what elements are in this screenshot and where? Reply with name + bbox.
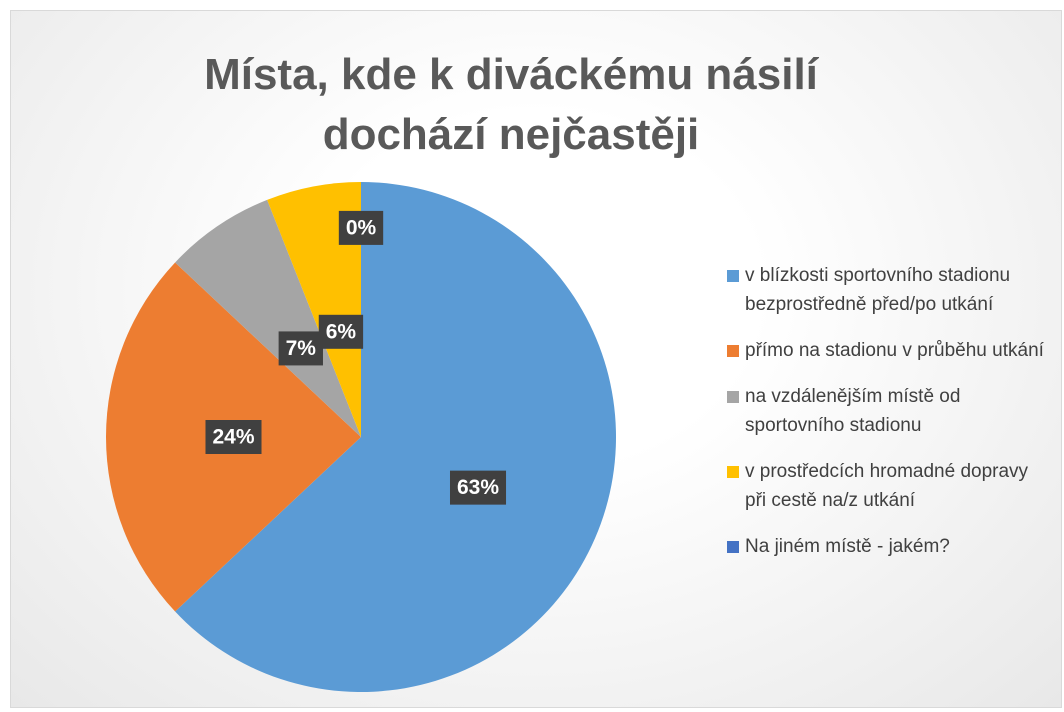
legend-label: v blízkosti sportovního stadionu bezpros… bbox=[745, 265, 1011, 315]
legend-label: na vzdálenějším místě od sportovního sta… bbox=[745, 386, 961, 436]
data-label: 0% bbox=[346, 216, 377, 239]
data-label-bg bbox=[205, 420, 262, 454]
pie-slice bbox=[175, 182, 617, 692]
data-label: 24% bbox=[212, 426, 254, 449]
data-label-bg bbox=[318, 314, 364, 349]
legend-label: v prostředcích hromadné dopravy při cest… bbox=[745, 461, 1029, 511]
legend-item: na vzdálenějším místě od sportovního sta… bbox=[721, 382, 1051, 440]
legend-item: Na jiném místě - jakém? bbox=[721, 532, 1051, 561]
legend-swatch bbox=[727, 541, 739, 553]
data-label: 7% bbox=[286, 337, 317, 360]
data-label: 6% bbox=[326, 320, 357, 343]
legend-item: v prostředcích hromadné dopravy při cest… bbox=[721, 457, 1051, 515]
legend-label: přímo na stadionu v průběhu utkání bbox=[745, 340, 1044, 361]
chart: Místa, kde k diváckému násilí dochází ne… bbox=[10, 10, 1062, 708]
legend-item: v blízkosti sportovního stadionu bezpros… bbox=[721, 261, 1051, 319]
legend-swatch bbox=[727, 466, 739, 478]
data-label-bg bbox=[278, 331, 323, 366]
legend-label: Na jiném místě - jakém? bbox=[745, 536, 950, 557]
legend: v blízkosti sportovního stadionu bezpros… bbox=[721, 261, 1051, 578]
data-label: 63% bbox=[457, 476, 499, 499]
legend-swatch bbox=[727, 391, 739, 403]
legend-swatch bbox=[727, 345, 739, 357]
pie-slice bbox=[175, 199, 361, 437]
legend-swatch bbox=[727, 270, 739, 282]
pie-slice bbox=[267, 182, 361, 437]
pie-plot: 63% 24% 7% 6% 0% bbox=[106, 182, 617, 692]
data-label-bg bbox=[338, 210, 384, 245]
data-label-bg bbox=[449, 470, 507, 505]
legend-item: přímo na stadionu v průběhu utkání bbox=[721, 336, 1051, 365]
chart-title: Místa, kde k diváckému násilí dochází ne… bbox=[204, 50, 818, 159]
